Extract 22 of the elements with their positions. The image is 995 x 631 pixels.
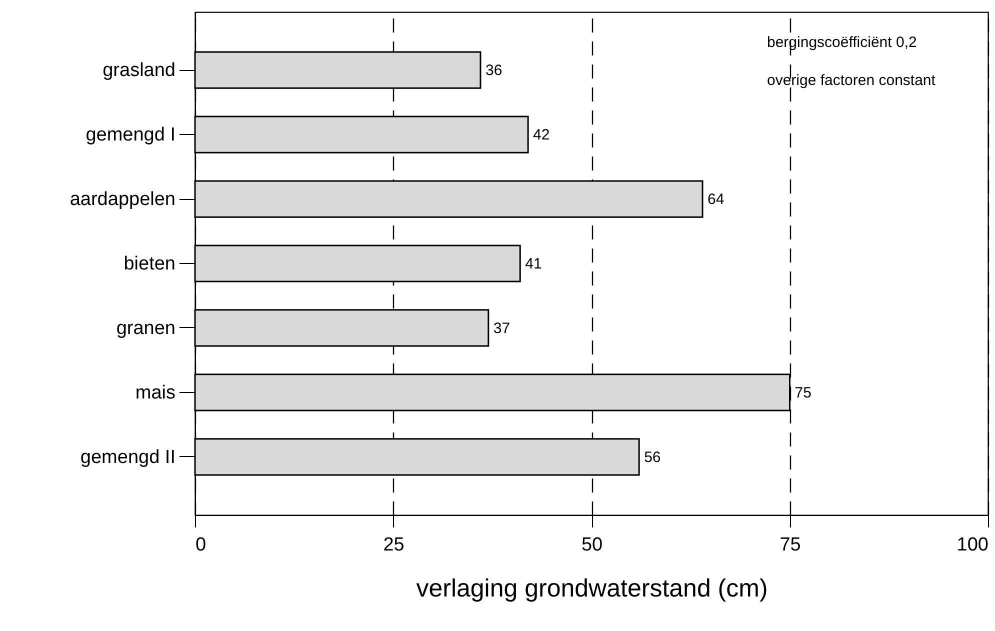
data-label: 41: [525, 256, 542, 272]
x-tick-label: 100: [956, 534, 988, 556]
annotation: bergingscoëfficiënt 0,2: [767, 34, 917, 51]
data-label: 37: [493, 320, 510, 337]
x-tick-label: 0: [196, 534, 206, 556]
x-tick-label: 50: [581, 534, 603, 556]
y-tick-label: gemengd II: [80, 446, 176, 468]
y-tick-label: aardappelen: [70, 189, 176, 210]
data-label: 42: [533, 126, 550, 144]
y-tick-label: grasland: [102, 60, 176, 82]
y-tick-label: gemengd I: [86, 124, 176, 146]
annotation: overige factoren constant: [767, 72, 936, 89]
data-label: 36: [485, 62, 502, 80]
y-tick-label: granen: [116, 318, 176, 339]
x-tick-label: 25: [383, 534, 404, 556]
data-label: 56: [644, 448, 661, 466]
y-tick-label: bieten: [124, 254, 176, 274]
data-label: 75: [794, 384, 812, 402]
x-axis-title: verlaging grondwaterstand (cm): [416, 574, 768, 602]
y-tick-label: mais: [135, 382, 176, 404]
data-label: 64: [708, 191, 724, 208]
x-tick-label: 75: [780, 534, 801, 556]
